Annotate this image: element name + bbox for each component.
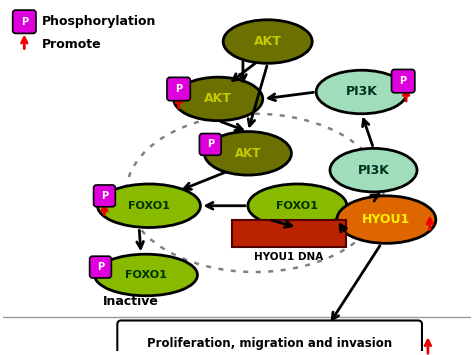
FancyBboxPatch shape — [90, 256, 111, 278]
Text: P: P — [97, 262, 104, 272]
FancyBboxPatch shape — [117, 321, 422, 355]
Ellipse shape — [204, 132, 292, 175]
FancyBboxPatch shape — [93, 185, 115, 207]
Text: P: P — [175, 84, 182, 94]
Text: HYOU1: HYOU1 — [362, 213, 410, 226]
Text: P: P — [101, 191, 108, 201]
Text: PI3K: PI3K — [346, 86, 378, 98]
FancyBboxPatch shape — [13, 10, 36, 33]
Ellipse shape — [223, 20, 312, 63]
Text: FOXO1: FOXO1 — [125, 270, 167, 280]
Text: FOXO1: FOXO1 — [128, 201, 170, 211]
Text: P: P — [400, 76, 407, 86]
Text: AKT: AKT — [235, 147, 261, 160]
Ellipse shape — [316, 70, 407, 114]
Ellipse shape — [98, 184, 201, 228]
Text: PI3K: PI3K — [357, 164, 390, 177]
Ellipse shape — [173, 77, 263, 121]
Text: Proliferation, migration and invasion: Proliferation, migration and invasion — [147, 337, 392, 350]
Text: P: P — [21, 17, 28, 27]
Ellipse shape — [248, 184, 347, 228]
Text: P: P — [207, 140, 214, 149]
Ellipse shape — [330, 148, 417, 192]
Text: AKT: AKT — [254, 35, 282, 48]
Text: Promote: Promote — [42, 38, 102, 51]
Ellipse shape — [337, 196, 436, 243]
Text: Phosphorylation: Phosphorylation — [42, 15, 156, 28]
FancyBboxPatch shape — [392, 70, 415, 93]
FancyBboxPatch shape — [200, 133, 221, 155]
Text: AKT: AKT — [204, 92, 232, 105]
FancyBboxPatch shape — [167, 77, 191, 101]
Text: HYOU1 DNA: HYOU1 DNA — [255, 252, 324, 262]
Ellipse shape — [94, 254, 198, 296]
Text: FOXO1: FOXO1 — [276, 201, 318, 211]
Bar — [232, 220, 346, 247]
Text: Inactive: Inactive — [103, 295, 159, 308]
